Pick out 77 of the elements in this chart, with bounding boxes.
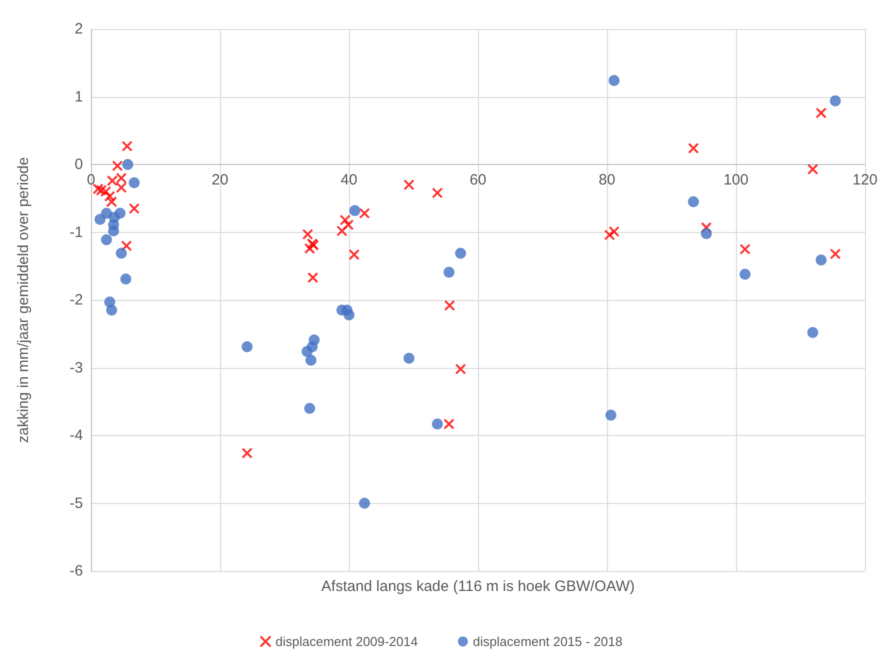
point: [349, 205, 360, 216]
point: [122, 140, 133, 152]
point: [700, 222, 712, 234]
x-tick-label: 80: [598, 172, 616, 188]
point: [830, 248, 841, 260]
x-tick-label: 40: [340, 172, 358, 188]
point: [432, 187, 443, 198]
point: [307, 272, 318, 284]
y-tick-label: 2: [74, 20, 83, 38]
x-axis-title: Afstand langs kade (116 m is hoek GBW/OAW): [321, 578, 635, 595]
point: [120, 240, 132, 252]
point: [304, 402, 316, 414]
point: [807, 327, 818, 338]
point: [688, 142, 699, 154]
point: [242, 341, 253, 352]
point: [128, 177, 140, 188]
point: [100, 234, 112, 246]
point: [604, 229, 616, 240]
y-tick-label: -5: [70, 494, 83, 512]
point: [344, 309, 354, 320]
point: [108, 225, 120, 236]
point: [92, 183, 104, 194]
x-tick-label: 20: [212, 172, 228, 188]
y-tick-label: -3: [70, 359, 83, 376]
point: [94, 214, 106, 225]
point: [348, 249, 360, 260]
legend-label: displacement 2015 - 2018: [472, 634, 622, 649]
point: [455, 248, 466, 259]
y-tick-label: -4: [70, 427, 83, 444]
x-tick-label: 0: [86, 172, 96, 188]
point: [242, 448, 253, 459]
y-tick-label: -6: [70, 562, 83, 580]
point: [605, 410, 616, 421]
point: [358, 498, 370, 509]
point: [304, 243, 316, 254]
point: [342, 219, 354, 230]
point: [403, 179, 414, 190]
point: [740, 244, 751, 255]
point: [816, 108, 827, 119]
point: [305, 354, 316, 366]
point: [116, 248, 127, 259]
point: [358, 208, 370, 219]
point: [104, 190, 116, 202]
point: [816, 254, 827, 266]
point: [96, 184, 107, 196]
point: [455, 364, 466, 375]
point: [608, 226, 620, 238]
point: [432, 418, 443, 430]
point: [608, 74, 620, 86]
point: [700, 228, 712, 240]
point: [112, 160, 123, 172]
point: [100, 186, 112, 198]
y-axis-title: zakking in mm/jaar gemiddeld over periode: [15, 157, 32, 443]
y-tick-label: -1: [70, 224, 83, 241]
point: [106, 304, 118, 316]
point: [403, 352, 414, 364]
point: [122, 159, 134, 170]
legend-label: displacement 2009-2014: [276, 634, 418, 649]
point: [443, 266, 454, 278]
point: [688, 196, 699, 208]
point: [106, 175, 118, 186]
y-tick-label: 1: [74, 88, 83, 106]
point: [302, 346, 313, 357]
x-tick-label: 120: [852, 172, 878, 188]
point: [807, 164, 818, 175]
y-tick-label: -2: [70, 292, 83, 308]
point: [443, 418, 454, 430]
point: [740, 268, 751, 280]
point: [444, 300, 456, 311]
x-tick-label: 100: [723, 172, 749, 188]
point: [106, 196, 118, 208]
x-tick-label: 60: [470, 172, 486, 188]
y-tick-label: 0: [74, 156, 83, 173]
point: [128, 203, 140, 214]
point: [830, 95, 841, 106]
point: [120, 274, 132, 284]
point: [302, 228, 314, 240]
